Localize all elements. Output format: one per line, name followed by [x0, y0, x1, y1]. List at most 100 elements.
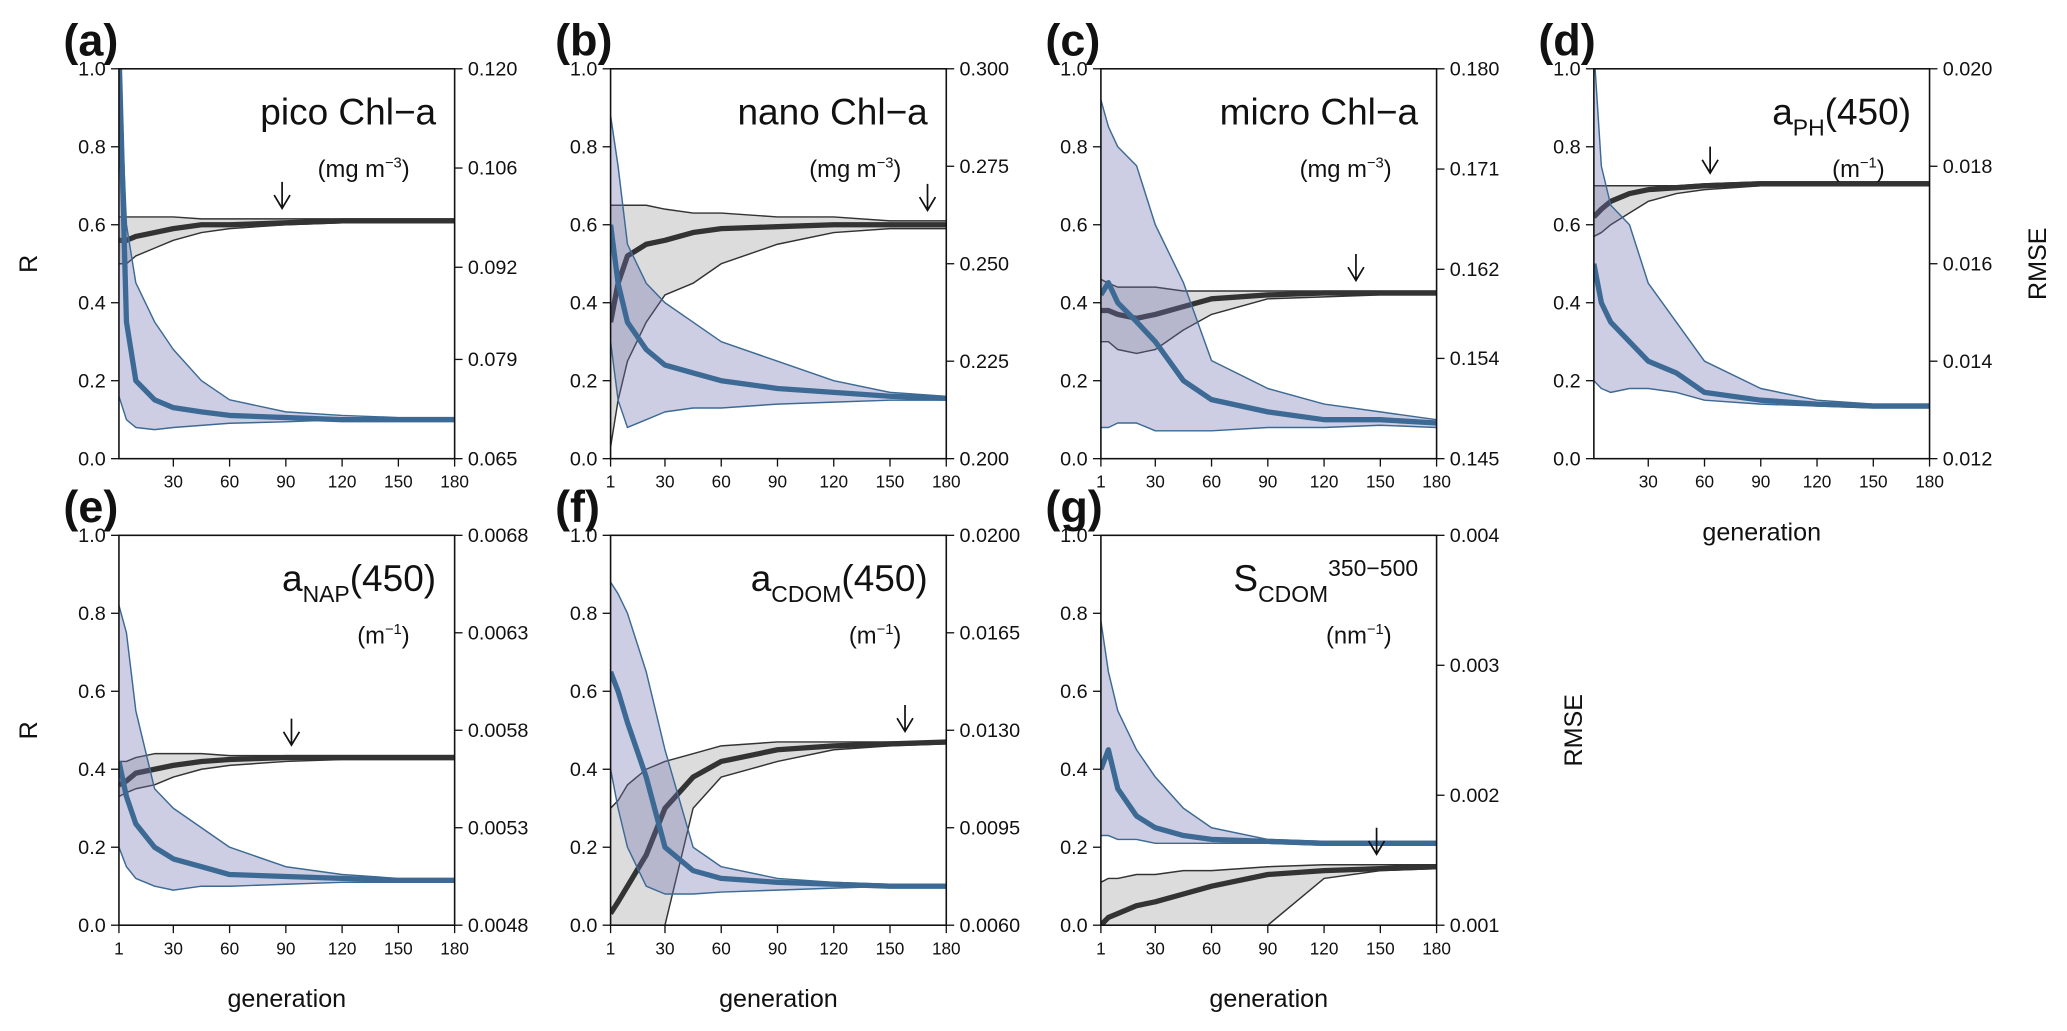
- y2-tick-label: 0.106: [468, 158, 518, 180]
- arrow: [1347, 254, 1365, 283]
- x-tick-label: 180: [1422, 938, 1451, 958]
- panel-label: micro Chl−a: [1220, 91, 1419, 132]
- x-tick-label: 30: [1146, 472, 1165, 492]
- y-tick-label: 0.0: [1060, 915, 1088, 937]
- y-tick-label: 0.2: [78, 370, 106, 392]
- panel-label: pico Chl−a: [260, 91, 436, 132]
- y2-tick-label: 0.0053: [468, 817, 529, 839]
- x-tick-label: 30: [655, 938, 674, 958]
- label-part: −1: [1860, 156, 1877, 172]
- median-line: [118, 68, 455, 423]
- panel-label: nano Chl−a: [737, 91, 928, 132]
- y-tick-label: 0.4: [570, 292, 598, 314]
- envelope: [118, 68, 455, 430]
- y2-tick-label: 0.250: [959, 253, 1009, 275]
- arrow: [282, 718, 301, 747]
- median-line: [610, 224, 947, 401]
- y2-tick-label: 0.0130: [959, 720, 1020, 742]
- x-tick-label: 180: [440, 472, 469, 492]
- label-part: pico Chl−a: [260, 91, 436, 132]
- y2-tick-label: 0.012: [1943, 448, 1993, 470]
- x-tick-label: 90: [276, 472, 295, 492]
- x-tick-label: 60: [220, 938, 239, 958]
- bound-line: [610, 227, 947, 448]
- label-part: PH: [1793, 114, 1825, 140]
- panel-label: SCDOM350−500: [1233, 555, 1418, 607]
- bound-line: [1100, 294, 1437, 355]
- bound-line: [610, 341, 947, 429]
- envelope: [610, 205, 947, 447]
- x-tick-label: 120: [819, 938, 848, 958]
- median-line: [1100, 290, 1437, 321]
- x-tick-label: 150: [1366, 472, 1395, 492]
- y-tick-label: 0.8: [1553, 136, 1581, 158]
- y-tick-label: 0.2: [570, 837, 598, 859]
- x-tick-label: 60: [1202, 938, 1221, 958]
- x-tick-label: 90: [768, 472, 787, 492]
- panel-label: (nm−1): [1326, 622, 1392, 650]
- x-tick-label: 150: [384, 472, 413, 492]
- x-tick-label: 60: [1202, 472, 1221, 492]
- panel-label: (mg m−3): [1300, 156, 1392, 184]
- panel-tag: (c): [1045, 15, 1100, 66]
- x-tick-label: 120: [328, 472, 357, 492]
- x-tick-label: 30: [1146, 938, 1165, 958]
- y2-tick-label: 0.0165: [959, 622, 1020, 644]
- envelope: [1100, 621, 1437, 846]
- label-part: (450): [350, 558, 436, 599]
- y-tick-label: 0.2: [570, 370, 598, 392]
- label-part: −3: [877, 156, 894, 172]
- x-axis-label: generation: [1209, 985, 1328, 1013]
- x-tick-label: 30: [1639, 472, 1658, 492]
- panel-tag: (g): [1045, 481, 1102, 532]
- envelope: [118, 753, 455, 797]
- envelope: [118, 216, 455, 264]
- label-part: micro Chl−a: [1220, 91, 1419, 132]
- panel-label: (mg m−3): [809, 156, 901, 184]
- y-tick-label: 0.6: [570, 214, 598, 236]
- y2-tick-label: 0.120: [468, 58, 518, 80]
- envelope: [610, 582, 947, 895]
- bound-line: [610, 204, 947, 222]
- label-part: (m: [1832, 156, 1860, 183]
- x-axis-label: generation: [1702, 519, 1821, 547]
- y-tick-label: 1.0: [1060, 58, 1088, 80]
- panel-label: aPH(450): [1772, 91, 1911, 140]
- label-part: CDOM: [771, 581, 841, 607]
- median-line: [1100, 864, 1437, 926]
- bound-line: [118, 605, 455, 880]
- plot-frame: [118, 68, 456, 460]
- x-tick-label: 60: [712, 472, 731, 492]
- median-line: [1100, 280, 1437, 426]
- label-part: −1: [1367, 622, 1384, 638]
- label-part: −1: [385, 622, 402, 638]
- arrow: [1367, 827, 1386, 856]
- bound-line: [1100, 864, 1437, 883]
- y-tick-label: 0.8: [570, 136, 598, 158]
- y-tick-label: 0.2: [78, 837, 106, 859]
- label-part: (mg m: [1300, 156, 1367, 183]
- y2-tick-label: 0.092: [468, 257, 518, 279]
- median-line: [1593, 263, 1930, 409]
- y2-tick-label: 0.162: [1450, 259, 1500, 281]
- x-tick-label: 120: [328, 938, 357, 958]
- x-tick-label: 90: [276, 938, 295, 958]
- label-part: ): [402, 156, 410, 183]
- median-line: [1100, 747, 1437, 846]
- label-part: ): [893, 156, 901, 183]
- label-part: nano Chl−a: [737, 91, 928, 132]
- median-line: [610, 739, 947, 915]
- y-tick-label: 0.0: [78, 448, 106, 470]
- bound-line: [610, 741, 947, 809]
- plot-area: [610, 581, 947, 926]
- label-part: (m: [849, 623, 877, 650]
- y-tick-label: 1.0: [78, 58, 106, 80]
- median-line: [118, 754, 455, 788]
- y-tick-label: 1.0: [1060, 525, 1088, 547]
- x-tick-label: 150: [1859, 472, 1888, 492]
- y2-tick-label: 0.171: [1450, 159, 1500, 181]
- x-tick-label: 30: [164, 472, 183, 492]
- x-tick-label: 150: [384, 938, 413, 958]
- plot-area: [1100, 620, 1437, 926]
- panel-label: (mg m−3): [318, 156, 410, 184]
